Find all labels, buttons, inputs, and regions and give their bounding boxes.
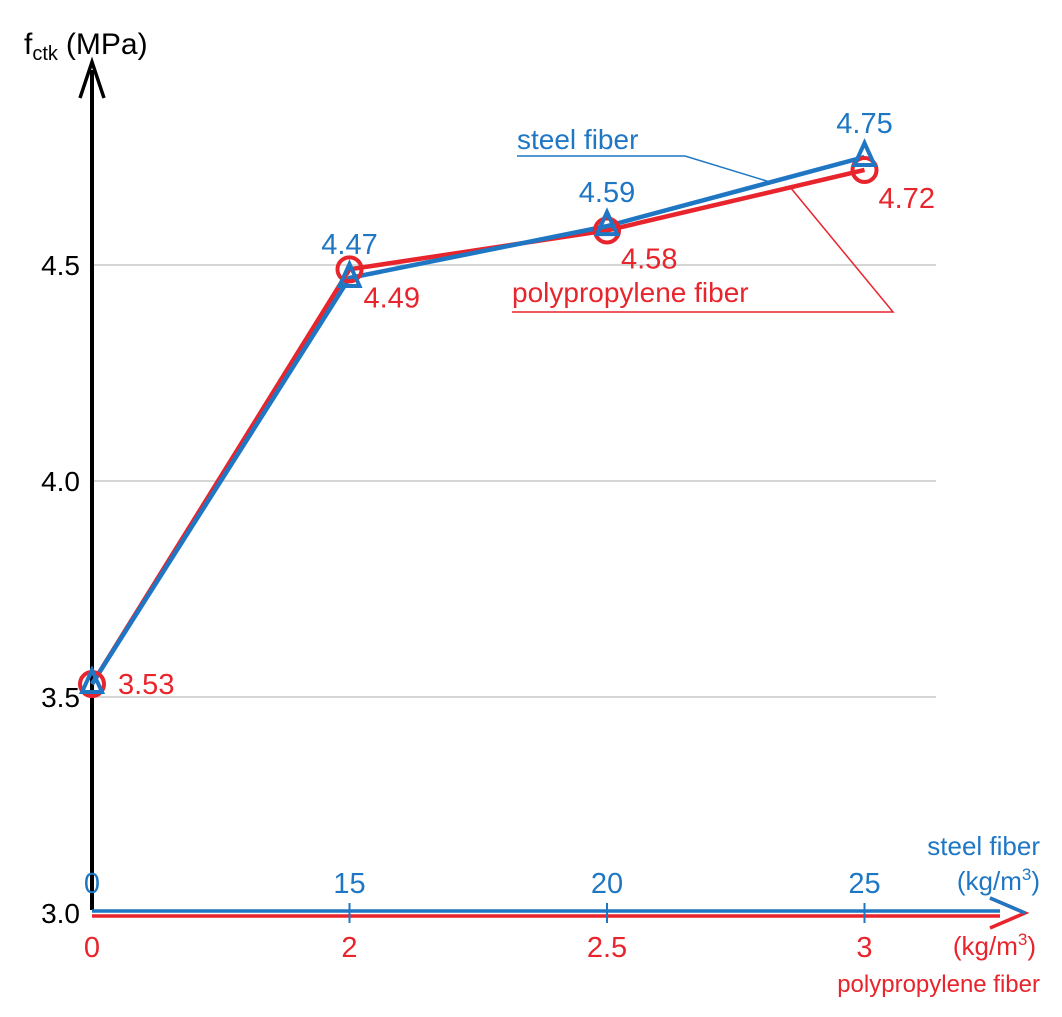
y-axis-title-sub: ctk bbox=[32, 43, 59, 65]
y-axis-title-unit: (MPa) bbox=[66, 28, 148, 61]
steel-data-label: 4.59 bbox=[579, 177, 635, 209]
top-axis-tick-label: 0 bbox=[84, 868, 100, 900]
steel-point-marker bbox=[78, 665, 106, 695]
y-tick-label: 4.0 bbox=[41, 466, 80, 497]
top-axis-unit: (kg/m3) bbox=[957, 865, 1040, 896]
top-axis-tick-label: 15 bbox=[333, 868, 365, 900]
steel-data-label: 4.47 bbox=[321, 229, 377, 261]
pp-data-label: 3.53 bbox=[118, 669, 174, 701]
pp-point-marker bbox=[850, 155, 879, 184]
legend-pp-label: polypropylene fiber bbox=[512, 277, 749, 308]
y-tick-label: 4.5 bbox=[41, 250, 80, 281]
steel-point-marker bbox=[336, 259, 363, 288]
x-ticks: 0 0 15 2 20 2.5 25 3 bbox=[84, 868, 881, 964]
y-axis-title: fctk (MPa) bbox=[24, 28, 148, 65]
legend-steel: steel fiber bbox=[517, 124, 771, 183]
top-axis-title: steel fiber bbox=[927, 831, 1040, 861]
bottom-axis-tick-label: 2.5 bbox=[587, 932, 627, 964]
legend-polypropylene: polypropylene fiber bbox=[512, 186, 895, 313]
series-line-polypropylene bbox=[90, 167, 866, 686]
data-labels: 4.47 4.59 4.75 3.53 4.49 4.58 4.72 bbox=[118, 108, 935, 701]
bottom-axis-tick-label: 0 bbox=[84, 932, 100, 964]
bottom-axis-tick-label: 3 bbox=[856, 932, 872, 964]
legend-pp-leader bbox=[512, 186, 895, 313]
bottom-axis-unit: (kg/m3) bbox=[953, 930, 1036, 961]
pp-data-label: 4.58 bbox=[621, 243, 677, 275]
bottom-axis-title: polypropylene fiber bbox=[837, 971, 1040, 998]
y-tick-label: 3.5 bbox=[41, 682, 80, 713]
legend-steel-leader bbox=[517, 155, 771, 183]
grid-lines bbox=[92, 264, 936, 698]
steel-point-marker bbox=[851, 138, 878, 167]
pp-data-label: 4.49 bbox=[364, 282, 420, 314]
pp-data-label: 4.72 bbox=[879, 183, 935, 215]
steel-point-marker bbox=[593, 207, 621, 237]
top-axis-tick-label: 20 bbox=[591, 868, 623, 900]
y-axis-title-main: f bbox=[24, 28, 33, 61]
series-markers bbox=[78, 138, 879, 699]
steel-data-label: 4.75 bbox=[836, 108, 892, 140]
bottom-axis-tick-label: 2 bbox=[341, 932, 357, 964]
x-axis bbox=[92, 896, 1030, 930]
y-tick-label: 3.0 bbox=[41, 898, 80, 929]
top-axis-tick-label: 25 bbox=[848, 868, 880, 900]
series-lines bbox=[90, 154, 866, 686]
y-tick-labels: 3.0 3.5 4.0 4.5 bbox=[41, 250, 80, 929]
pp-point-marker bbox=[593, 216, 621, 245]
y-axis bbox=[78, 56, 106, 910]
legend-steel-label: steel fiber bbox=[517, 124, 638, 155]
pp-point-marker bbox=[335, 255, 364, 284]
series-line-steel bbox=[90, 154, 866, 686]
